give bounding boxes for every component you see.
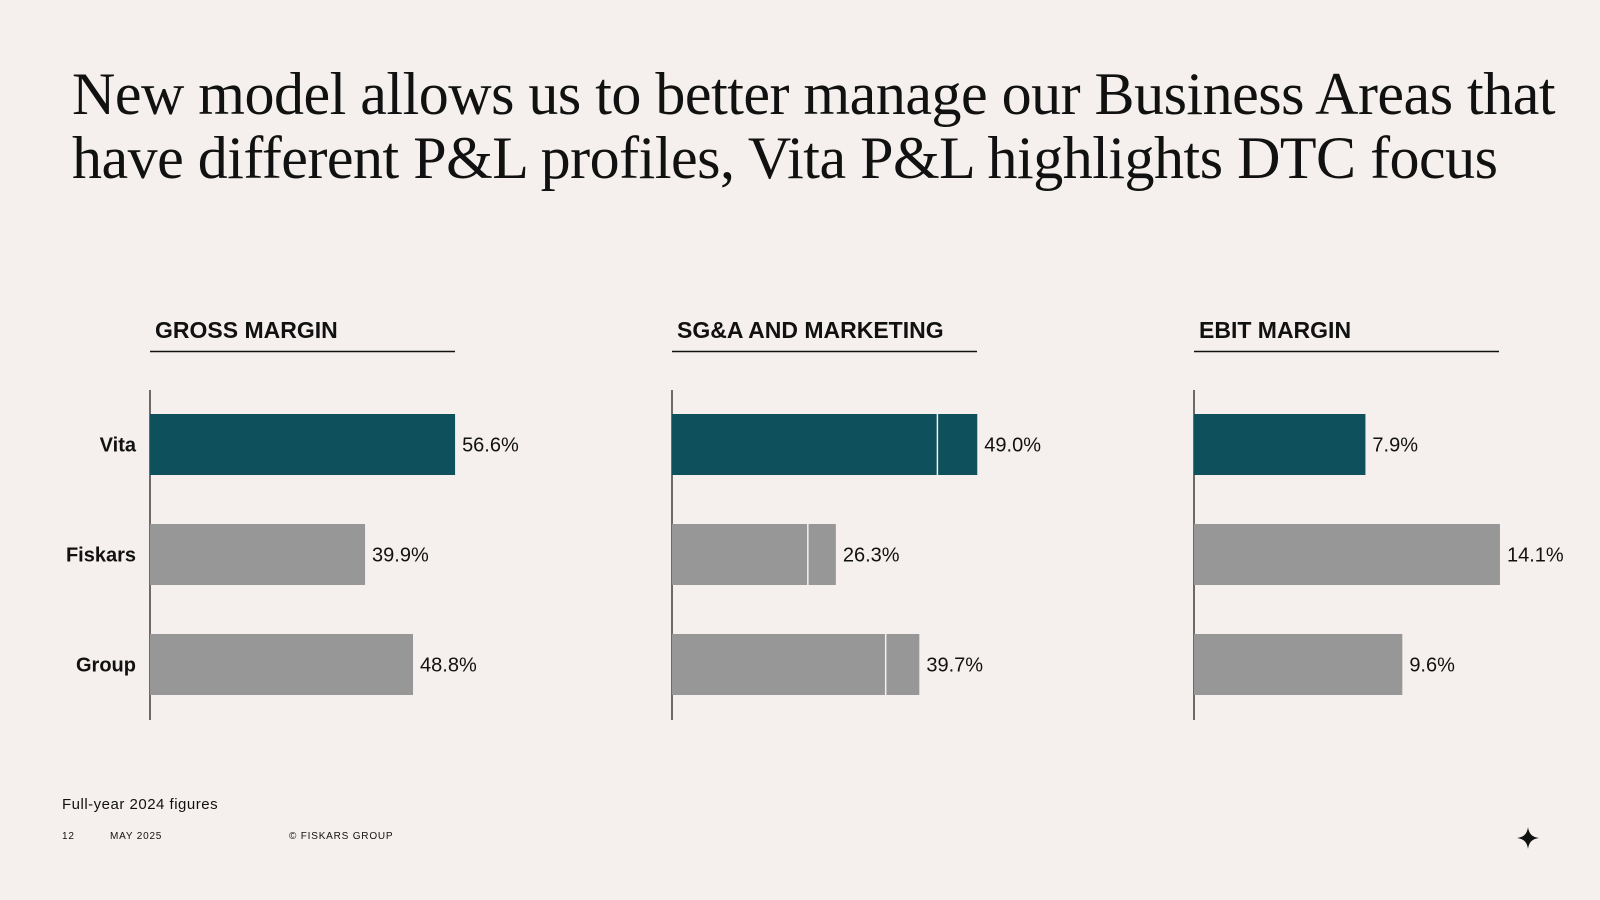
data-label-ebit-margin-fiskars: 14.1% xyxy=(1507,545,1564,567)
bar-ebit-margin-fiskars xyxy=(1194,524,1500,585)
bar-sg-a-and-marketing-group xyxy=(672,634,920,695)
category-label-group: Group xyxy=(76,655,136,677)
data-label-sg-a-and-marketing-fiskars: 26.3% xyxy=(843,545,900,567)
footnote: Full-year 2024 figures xyxy=(62,796,219,813)
category-label-fiskars: Fiskars xyxy=(66,545,136,567)
slide-title: New model allows us to better manage our… xyxy=(72,61,1556,191)
slide-title-line-2: have different P&L profiles, Vita P&L hi… xyxy=(72,125,1498,191)
bar-sg-a-and-marketing-fiskars xyxy=(672,524,836,585)
bar-gross-margin-fiskars xyxy=(150,524,366,585)
footer-copyright: © FISKARS GROUP xyxy=(289,831,394,842)
bar-ebit-margin-vita xyxy=(1194,414,1366,475)
data-label-sg-a-and-marketing-vita: 49.0% xyxy=(984,435,1041,457)
data-label-ebit-margin-group: 9.6% xyxy=(1409,655,1455,677)
chart-title-sg-a-and-marketing: SG&A AND MARKETING xyxy=(677,317,944,343)
page-number: 12 xyxy=(62,831,75,842)
bar-gross-margin-group xyxy=(150,634,414,695)
fiskars-star-icon xyxy=(1517,827,1539,849)
chart-title-ebit-margin: EBIT MARGIN xyxy=(1199,317,1351,343)
data-label-gross-margin-group: 48.8% xyxy=(420,655,477,677)
data-label-sg-a-and-marketing-group: 39.7% xyxy=(926,655,983,677)
bar-sg-a-and-marketing-vita xyxy=(672,414,978,475)
category-label-vita: Vita xyxy=(100,435,137,457)
data-label-gross-margin-fiskars: 39.9% xyxy=(372,545,429,567)
data-label-gross-margin-vita: 56.6% xyxy=(462,435,519,457)
footer-date: MAY 2025 xyxy=(110,831,163,842)
data-label-ebit-margin-vita: 7.9% xyxy=(1372,435,1418,457)
chart-title-gross-margin: GROSS MARGIN xyxy=(155,317,338,343)
bar-ebit-margin-group xyxy=(1194,634,1403,695)
bar-gross-margin-vita xyxy=(150,414,456,475)
slide-title-line-1: New model allows us to better manage our… xyxy=(72,61,1556,127)
